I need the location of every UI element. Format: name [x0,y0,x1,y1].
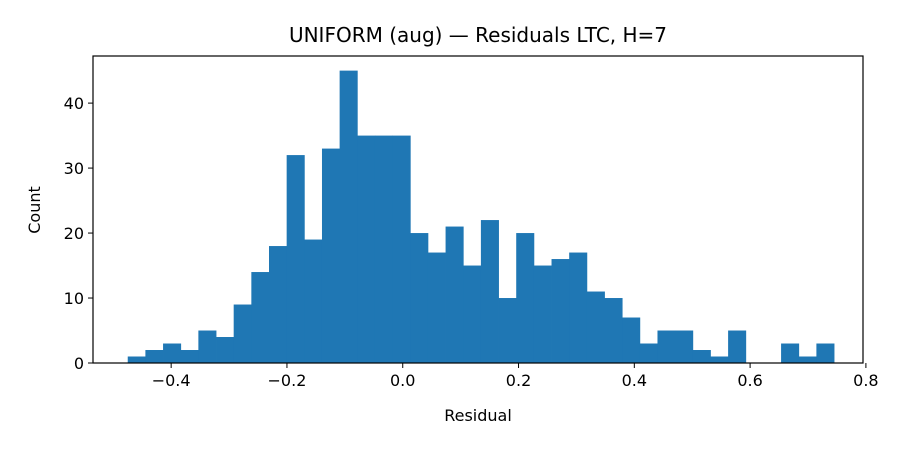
histogram-bar [145,350,164,363]
histogram-bar [569,252,588,363]
y-tick-label: 0 [74,354,84,373]
histogram-bar [604,298,623,363]
y-tick-label: 40 [64,94,84,113]
histogram-bar [480,220,499,363]
x-tick-label: 0.8 [853,371,878,390]
histogram-bar [498,298,517,363]
histogram-bar [163,343,182,363]
histogram-bar [798,356,817,363]
histogram-bar [304,239,323,363]
bars-group [127,70,835,363]
x-tick-label: −0.2 [268,371,307,390]
histogram-bar [127,356,146,363]
histogram-bar [445,226,464,363]
histogram-bar [816,343,835,363]
y-tick-label: 10 [64,289,84,308]
y-axis-ticks: 0 10 20 30 40 [64,94,93,373]
x-tick-label: −0.4 [152,371,191,390]
histogram-bar [710,356,729,363]
histogram-bar [251,272,270,363]
histogram-bar [286,155,305,363]
histogram-bar [198,330,217,363]
x-tick-label: 0.6 [737,371,762,390]
histogram-bar [233,304,252,363]
histogram-bar [781,343,800,363]
histogram-bar [728,330,747,363]
histogram-bar [516,233,535,363]
histogram-bar [269,246,288,363]
x-axis-ticks: −0.4 −0.2 0.0 0.2 0.4 0.6 0.8 [152,363,879,390]
histogram-bar [675,330,694,363]
x-tick-label: 0.0 [390,371,415,390]
y-tick-label: 20 [64,224,84,243]
x-axis-label: Residual [444,406,512,425]
histogram-bar [339,70,358,363]
plot-frame [92,55,864,364]
histogram-bar [427,252,446,363]
y-tick-label: 30 [64,159,84,178]
histogram-bar [321,148,341,363]
histogram-bar [410,233,429,363]
histogram-bar [216,337,235,363]
histogram-bar [692,350,711,363]
histogram-bar [622,317,641,363]
histogram-bar [586,291,605,363]
x-tick-label: 0.2 [506,371,531,390]
histogram-bar [392,135,411,363]
histogram-bar [639,343,658,363]
histogram-bar [180,350,199,363]
x-tick-label: 0.4 [622,371,647,390]
histogram-bar [357,135,376,363]
histogram-bar [374,135,394,363]
histogram-bar [551,259,570,363]
y-axis-label: Count [25,186,44,234]
histogram-bar [533,265,552,363]
chart-title: UNIFORM (aug) — Residuals LTC, H=7 [289,23,667,47]
histogram-bar [657,330,676,363]
histogram-bar [463,265,482,363]
